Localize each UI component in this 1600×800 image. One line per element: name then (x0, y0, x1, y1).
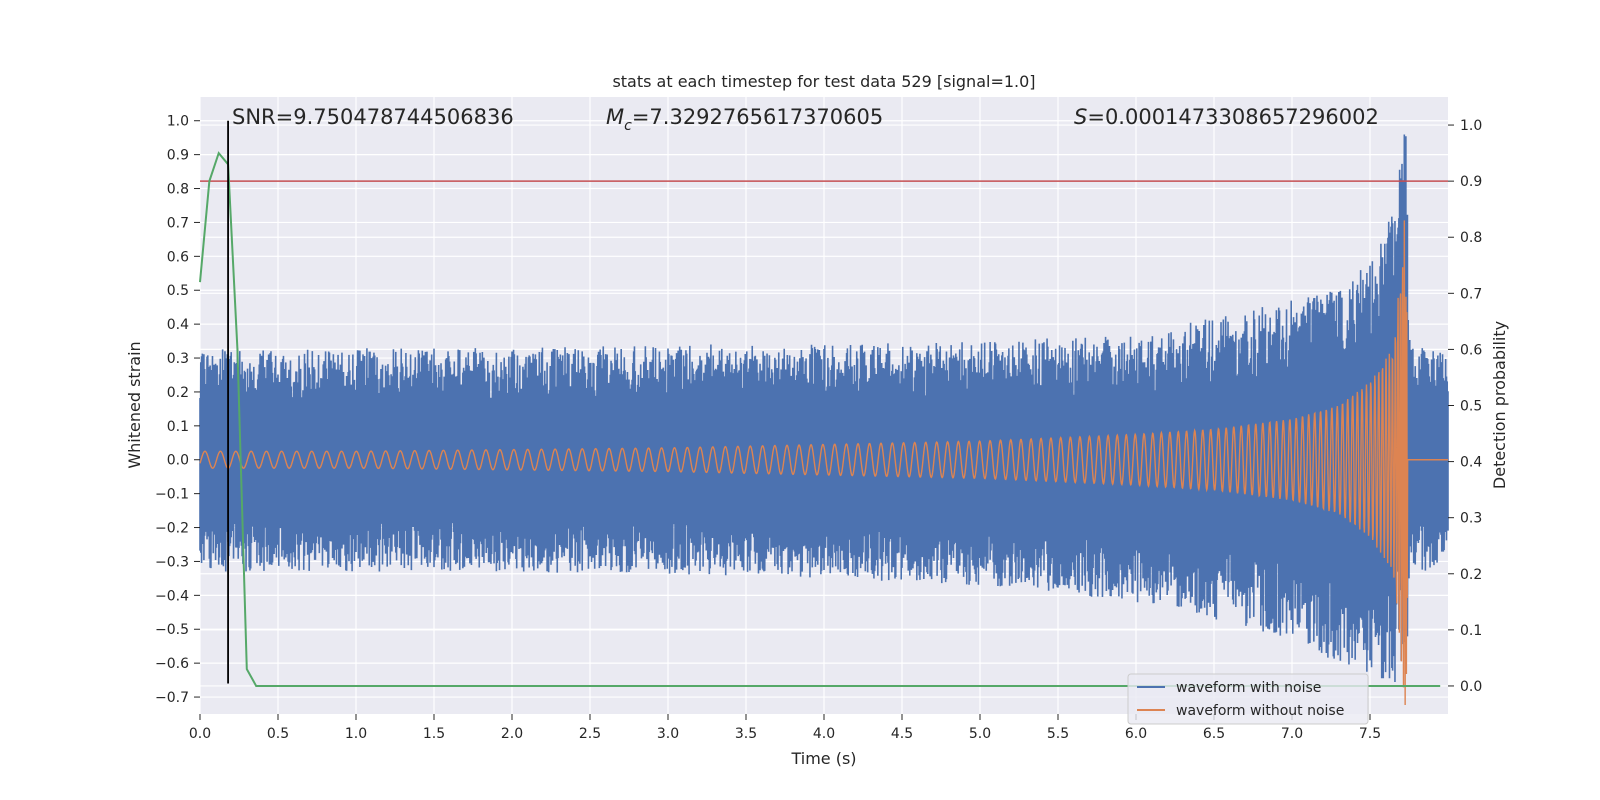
x-tick-label: 2.0 (501, 726, 523, 742)
y-tick-label-left: −0.5 (155, 622, 189, 638)
x-tick-label: 2.5 (579, 726, 601, 742)
x-tick-label: 5.5 (1047, 726, 1069, 742)
x-tick-label: 3.0 (657, 726, 679, 742)
x-tick-label: 1.0 (345, 726, 367, 742)
y-tick-label-left: 0.9 (167, 148, 189, 164)
y-tick-label-left: 0.5 (167, 283, 189, 299)
y-tick-label-right: 0.0 (1460, 679, 1482, 695)
x-tick-label: 4.0 (813, 726, 835, 742)
legend-label-clean: waveform without noise (1176, 703, 1344, 719)
series-detection-probability (199, 151, 1441, 687)
y-tick-label-left: −0.3 (155, 554, 189, 570)
y-tick-label-left: −0.6 (155, 656, 189, 672)
y-tick-label-left: −0.2 (155, 521, 189, 537)
chirp-mass-value: =7.3292765617370605 (632, 105, 883, 129)
chirp-mass-annotation: Mc=7.3292765617370605 (606, 105, 883, 134)
y-tick-label-left: 0.0 (167, 453, 189, 469)
y-tick-label-left: 0.1 (167, 419, 189, 435)
y-tick-label-left: 0.7 (167, 215, 189, 231)
y-tick-label-left: 0.2 (167, 385, 189, 401)
s-annotation: S=0.0001473308657296002 (1074, 105, 1379, 129)
y-tick-label-right: 0.6 (1460, 342, 1482, 358)
x-tick-label: 6.0 (1125, 726, 1147, 742)
s-symbol: S (1074, 105, 1087, 129)
y-tick-label-left: 0.3 (167, 351, 189, 367)
y-tick-label-left: 1.0 (167, 114, 189, 130)
s-value: =0.0001473308657296002 (1087, 105, 1379, 129)
y-tick-label-right: 0.9 (1460, 174, 1482, 190)
y-tick-label-right: 0.7 (1460, 286, 1482, 302)
x-tick-label: 7.5 (1359, 726, 1381, 742)
series-waveform-with-noise (199, 134, 1449, 682)
series-layer (199, 120, 1449, 706)
y-tick-label-right: 0.3 (1460, 511, 1482, 527)
x-tick-label: 1.5 (423, 726, 445, 742)
legend-box (1127, 673, 1369, 725)
chirp-mass-subscript: c (624, 118, 632, 134)
x-tick-label: 4.5 (891, 726, 913, 742)
x-tick-label: 0.0 (189, 726, 211, 742)
y-tick-label-right: 0.5 (1460, 399, 1482, 415)
x-tick-label: 0.5 (267, 726, 289, 742)
y-axis-label-left: Whitened strain (125, 341, 144, 468)
x-tick-label: 3.5 (735, 726, 757, 742)
y-tick-label-right: 0.8 (1460, 230, 1482, 246)
x-tick-label: 6.5 (1203, 726, 1225, 742)
legend: waveform with noise waveform without noi… (1127, 673, 1369, 725)
chart-title: stats at each timestep for test data 529… (612, 72, 1035, 91)
y-tick-label-right: 1.0 (1460, 118, 1482, 134)
y-tick-label-left: 0.6 (167, 249, 189, 265)
x-tick-label: 7.0 (1281, 726, 1303, 742)
ticks-layer: 1.0 0.9 0.8 0.7 0.6 0.5 0.4 0.3 0.2 0.1 0.0 −0.1 −0.… (155, 114, 1482, 742)
chirp-mass-symbol: M (606, 105, 624, 129)
y-tick-label-left: −0.1 (155, 487, 189, 503)
y-tick-label-left: 0.4 (167, 317, 189, 333)
y-tick-label-right: 0.4 (1460, 455, 1482, 471)
y-tick-label-right: 0.2 (1460, 567, 1482, 583)
y-tick-label-right: 0.1 (1460, 623, 1482, 639)
y-axis-label-right: Detection probability (1490, 321, 1509, 489)
y-tick-label-left: −0.4 (155, 588, 189, 604)
snr-annotation: SNR=9.750478744506836 (232, 105, 514, 129)
x-axis-label: Time (s) (790, 749, 856, 768)
x-tick-label: 5.0 (969, 726, 991, 742)
y-tick-label-left: 0.8 (167, 182, 189, 198)
legend-label-noise: waveform with noise (1176, 680, 1321, 696)
y-tick-label-left: −0.7 (155, 690, 189, 706)
series-waveform-without-noise (199, 220, 1448, 706)
